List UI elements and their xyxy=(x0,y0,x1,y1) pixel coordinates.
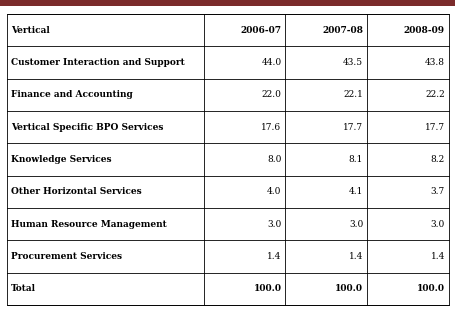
Text: 43.5: 43.5 xyxy=(342,58,363,67)
Bar xyxy=(0,0,455,6)
Text: Procurement Services: Procurement Services xyxy=(11,252,122,261)
Text: Vertical: Vertical xyxy=(11,26,50,35)
Text: 22.2: 22.2 xyxy=(425,90,444,99)
Text: 3.7: 3.7 xyxy=(430,187,444,196)
Text: 1.4: 1.4 xyxy=(267,252,281,261)
Text: 3.0: 3.0 xyxy=(348,220,363,229)
Text: 22.0: 22.0 xyxy=(261,90,281,99)
Text: Other Horizontal Services: Other Horizontal Services xyxy=(11,187,142,196)
Text: 44.0: 44.0 xyxy=(261,58,281,67)
Text: 4.0: 4.0 xyxy=(267,187,281,196)
Text: Knowledge Services: Knowledge Services xyxy=(11,155,111,164)
Text: 3.0: 3.0 xyxy=(430,220,444,229)
Text: 8.0: 8.0 xyxy=(267,155,281,164)
Text: 17.7: 17.7 xyxy=(342,123,363,132)
Text: 8.2: 8.2 xyxy=(430,155,444,164)
Text: 100.0: 100.0 xyxy=(334,284,363,293)
Text: Human Resource Management: Human Resource Management xyxy=(11,220,167,229)
Text: 1.4: 1.4 xyxy=(430,252,444,261)
Text: 2008-09: 2008-09 xyxy=(403,26,444,35)
Text: 100.0: 100.0 xyxy=(416,284,444,293)
Text: 8.1: 8.1 xyxy=(348,155,363,164)
Text: 100.0: 100.0 xyxy=(253,284,281,293)
Text: 22.1: 22.1 xyxy=(343,90,363,99)
Text: 4.1: 4.1 xyxy=(348,187,363,196)
Text: Customer Interaction and Support: Customer Interaction and Support xyxy=(11,58,184,67)
Text: Vertical Specific BPO Services: Vertical Specific BPO Services xyxy=(11,123,163,132)
Text: Finance and Accounting: Finance and Accounting xyxy=(11,90,132,99)
Text: Total: Total xyxy=(11,284,36,293)
Text: 17.6: 17.6 xyxy=(261,123,281,132)
Text: 17.7: 17.7 xyxy=(424,123,444,132)
Text: 2007-08: 2007-08 xyxy=(322,26,363,35)
Text: 3.0: 3.0 xyxy=(267,220,281,229)
Text: 2006-07: 2006-07 xyxy=(240,26,281,35)
Text: 43.8: 43.8 xyxy=(424,58,444,67)
Text: 1.4: 1.4 xyxy=(348,252,363,261)
